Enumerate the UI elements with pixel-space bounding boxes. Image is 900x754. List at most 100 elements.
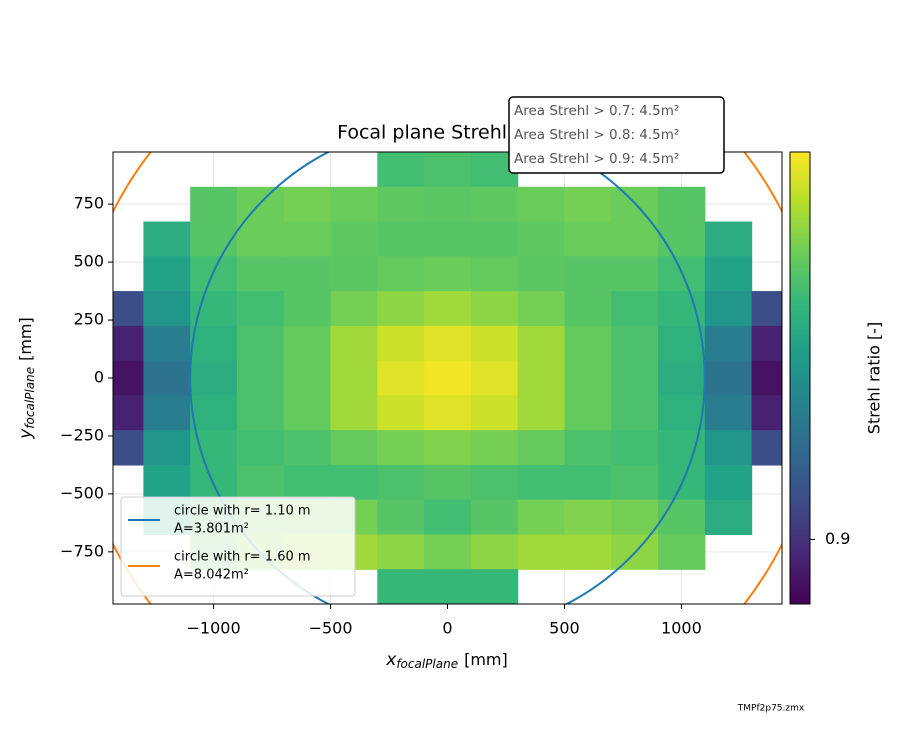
heatmap-cell (330, 325, 378, 362)
y-axis-label: yfocalPlane [mm] (16, 317, 37, 439)
heatmap-cell (283, 291, 332, 327)
colorbar-label: Strehl ratio [-] (865, 322, 884, 434)
heatmap-cell (704, 256, 753, 292)
heatmap-cell (470, 464, 519, 501)
heatmap-cell (751, 430, 782, 466)
heatmap-cell (424, 430, 472, 466)
annotation-text: Area Strehl > 0.9: 4.5m² (514, 151, 679, 167)
heatmap-cell (470, 395, 519, 431)
y-label-sub: focalPlane (23, 367, 37, 429)
heatmap-cell (424, 360, 472, 396)
heatmap-cell (236, 186, 285, 223)
heatmap-cell (377, 499, 425, 536)
heatmap-cell (611, 360, 659, 396)
heatmap-cell (377, 291, 425, 327)
x-axis-label: xfocalPlane [mm] (385, 650, 507, 671)
heatmap-cell (377, 534, 425, 570)
heatmap-cell (658, 325, 706, 362)
heatmap (113, 152, 782, 604)
heatmap-cell (517, 221, 566, 257)
heatmap-cell (377, 221, 425, 257)
heatmap-cell (190, 291, 238, 327)
colorbar (789, 151, 811, 605)
y-tick-label: −750 (60, 541, 104, 560)
heatmap-cell (190, 221, 238, 257)
heatmap-cell (424, 464, 472, 501)
heatmap-cell (377, 464, 425, 501)
heatmap-cell (190, 186, 238, 223)
heatmap-cell (751, 360, 782, 396)
heatmap-cell (236, 221, 285, 257)
heatmap-cell (143, 430, 191, 466)
heatmap-cell (704, 430, 753, 466)
heatmap-cell (424, 152, 472, 188)
heatmap-cell (236, 464, 285, 501)
heatmap-cell (330, 221, 378, 257)
x-tick-label: 500 (549, 619, 580, 638)
heatmap-cell (470, 499, 519, 536)
heatmap-cell (751, 291, 782, 327)
heatmap-cell (113, 430, 145, 466)
heatmap-cell (470, 256, 519, 292)
y-label-main: y (16, 428, 36, 440)
heatmap-cell (330, 464, 378, 501)
heatmap-cell (658, 360, 706, 396)
x-label-main: x (385, 650, 397, 670)
heatmap-cell (377, 395, 425, 431)
heatmap-cell (611, 430, 659, 466)
heatmap-cell (564, 395, 612, 431)
heatmap-cell (330, 395, 378, 431)
heatmap-cell (190, 360, 238, 396)
heatmap-cell (517, 499, 566, 536)
heatmap-cell (283, 395, 332, 431)
heatmap-cell (564, 256, 612, 292)
heatmap-cell (236, 291, 285, 327)
heatmap-cell (143, 291, 191, 327)
heatmap-cell (283, 430, 332, 466)
heatmap-cell (377, 186, 425, 223)
heatmap-cell (704, 499, 753, 536)
heatmap-cell (658, 534, 706, 570)
heatmap-cell (113, 325, 145, 362)
heatmap-cell (236, 395, 285, 431)
legend-area: A=3.801m² (174, 522, 249, 537)
heatmap-cell (564, 291, 612, 327)
heatmap-cell (236, 256, 285, 292)
heatmap-cell (113, 360, 145, 396)
heatmap-cell (190, 430, 238, 466)
heatmap-cell (424, 534, 472, 570)
heatmap-cell (424, 569, 472, 604)
heatmap-cell (564, 221, 612, 257)
heatmap-cell (611, 325, 659, 362)
heatmap-cell (564, 499, 612, 536)
heatmap-cell (143, 325, 191, 362)
heatmap-cell (564, 430, 612, 466)
heatmap-cell (470, 186, 519, 223)
heatmap-cell (330, 256, 378, 292)
heatmap-cell (424, 395, 472, 431)
heatmap-cell (470, 360, 519, 396)
x-tick-label: −500 (309, 619, 353, 638)
heatmap-cell (377, 256, 425, 292)
heatmap-cell (330, 186, 378, 223)
heatmap-cell (611, 291, 659, 327)
heatmap-cell (704, 360, 753, 396)
heatmap-cell (658, 186, 706, 223)
heatmap-cell (283, 256, 332, 292)
x-tick-label: 1000 (661, 619, 702, 638)
annotation-text: Area Strehl > 0.8: 4.5m² (514, 127, 679, 143)
heatmap-cell (470, 569, 519, 604)
y-tick-label: −250 (60, 425, 104, 444)
heatmap-cell (113, 291, 145, 327)
legend-label: circle with r= 1.10 m (174, 504, 311, 519)
heatmap-cell (704, 464, 753, 501)
heatmap-cell (190, 256, 238, 292)
heatmap-cell (377, 152, 425, 188)
heatmap-cell (658, 499, 706, 536)
heatmap-cell (470, 325, 519, 362)
y-tick-label: 750 (73, 194, 104, 213)
heatmap-cell (704, 221, 753, 257)
heatmap-cell (658, 221, 706, 257)
x-tick-label: −1000 (187, 619, 241, 638)
